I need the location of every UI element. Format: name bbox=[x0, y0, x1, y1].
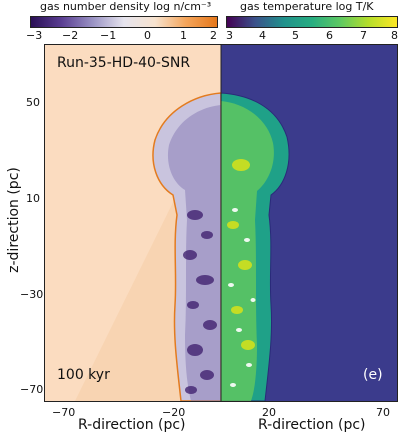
density-colorbar-title: gas number density log n/cm⁻³ bbox=[40, 0, 212, 13]
y-tick: −30 bbox=[20, 288, 44, 301]
temperature-colorbar-title: gas temperature log T/K bbox=[240, 0, 374, 13]
x-tick-right: 20 bbox=[262, 406, 276, 419]
temperature-tick: 4 bbox=[259, 29, 266, 42]
y-tick: −70 bbox=[20, 383, 44, 396]
density-colorbar bbox=[30, 16, 218, 28]
right-x-axis-title: R-direction (pc) bbox=[258, 417, 366, 433]
temperature-cold-clumps bbox=[228, 208, 256, 387]
temperature-tick: 5 bbox=[292, 29, 299, 42]
density-tick: 0 bbox=[144, 29, 151, 42]
simulation-image bbox=[45, 45, 397, 401]
temperature-tick: 6 bbox=[326, 29, 333, 42]
time-label: 100 kyr bbox=[57, 367, 110, 383]
density-tick: 1 bbox=[180, 29, 187, 42]
density-tick: −2 bbox=[62, 29, 79, 42]
panel-letter: (e) bbox=[363, 367, 383, 383]
density-tick: −1 bbox=[100, 29, 117, 42]
x-tick-right: 70 bbox=[376, 406, 390, 419]
x-tick-left: −20 bbox=[162, 406, 186, 419]
temperature-tick: 7 bbox=[360, 29, 367, 42]
simulation-panel: Run-35-HD-40-SNR 100 kyr (e) bbox=[44, 44, 398, 402]
temperature-tick: 3 bbox=[226, 29, 233, 42]
y-axis-title: z-direction (pc) bbox=[6, 167, 22, 273]
temperature-colorbar bbox=[226, 16, 398, 28]
run-label: Run-35-HD-40-SNR bbox=[57, 55, 191, 71]
y-tick: 50 bbox=[26, 96, 40, 109]
y-tick: 10 bbox=[26, 192, 40, 205]
density-tick: 2 bbox=[210, 29, 217, 42]
temperature-hot-clumps bbox=[227, 159, 255, 350]
temperature-bubble-inner bbox=[221, 101, 274, 401]
temperature-tick: 8 bbox=[391, 29, 398, 42]
density-clumps bbox=[183, 210, 217, 394]
density-tick: −3 bbox=[26, 29, 43, 42]
x-tick-left: −70 bbox=[52, 406, 76, 419]
left-x-axis-title: R-direction (pc) bbox=[78, 417, 186, 433]
